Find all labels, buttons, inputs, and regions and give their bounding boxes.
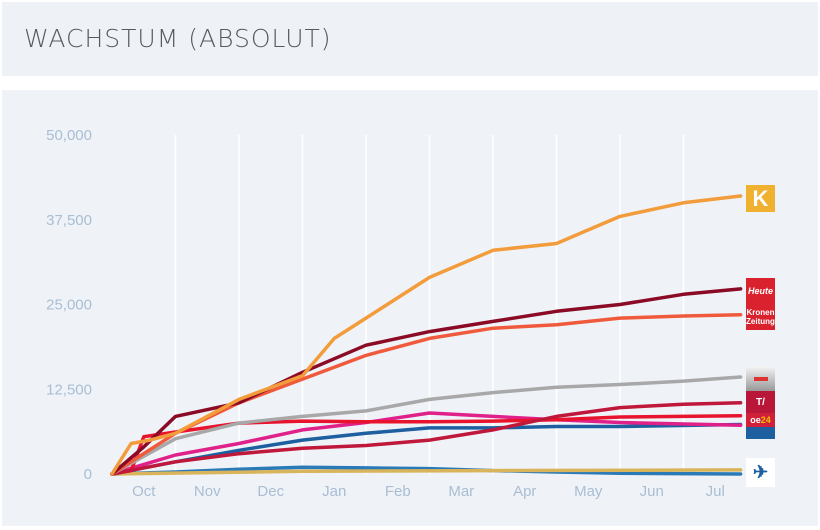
kurier-logo: K (746, 185, 775, 212)
x-tick-label: Jan (322, 483, 346, 500)
y-tick-label: 0 (84, 466, 92, 483)
oe24-logo: oe 24 (746, 413, 775, 427)
x-tick-label: Apr (513, 483, 536, 500)
series-line-grey (110, 375, 743, 476)
x-tick-label: Feb (385, 483, 411, 500)
series-line-heute (110, 287, 743, 476)
y-tick-label: 12,500 (46, 381, 92, 398)
x-tick-label: May (574, 483, 603, 500)
y-tick-label: 50,000 (46, 127, 92, 144)
series-line-der-standard (110, 401, 743, 476)
blue-media-logo (746, 427, 775, 439)
y-tick-label: 25,000 (46, 297, 92, 314)
x-tick-label: Oct (132, 483, 156, 500)
krone-logo: Kronen Zeitung (746, 303, 775, 330)
series-line-pink (110, 411, 743, 476)
x-tick-label: Dec (257, 483, 284, 500)
y-tick-label: 37,500 (46, 212, 92, 229)
eagle-logo: ✈ (746, 458, 775, 487)
series-line-light-blue (110, 465, 743, 476)
x-tick-label: Jun (640, 483, 664, 500)
standard-logo: T/ (746, 391, 775, 413)
series-line-gold (110, 468, 743, 476)
grey-media-logo (746, 366, 775, 391)
x-tick-label: Nov (194, 483, 221, 500)
heute-logo: Heute (746, 278, 775, 303)
page-title: WACHSTUM (ABSOLUT) (24, 24, 332, 53)
x-tick-label: Mar (448, 483, 474, 500)
header-bar: WACHSTUM (ABSOLUT) (2, 2, 818, 76)
x-tick-label: Jul (706, 483, 725, 500)
series-line-kronen-zeitung (110, 312, 743, 476)
series-line-kurier (110, 194, 743, 476)
